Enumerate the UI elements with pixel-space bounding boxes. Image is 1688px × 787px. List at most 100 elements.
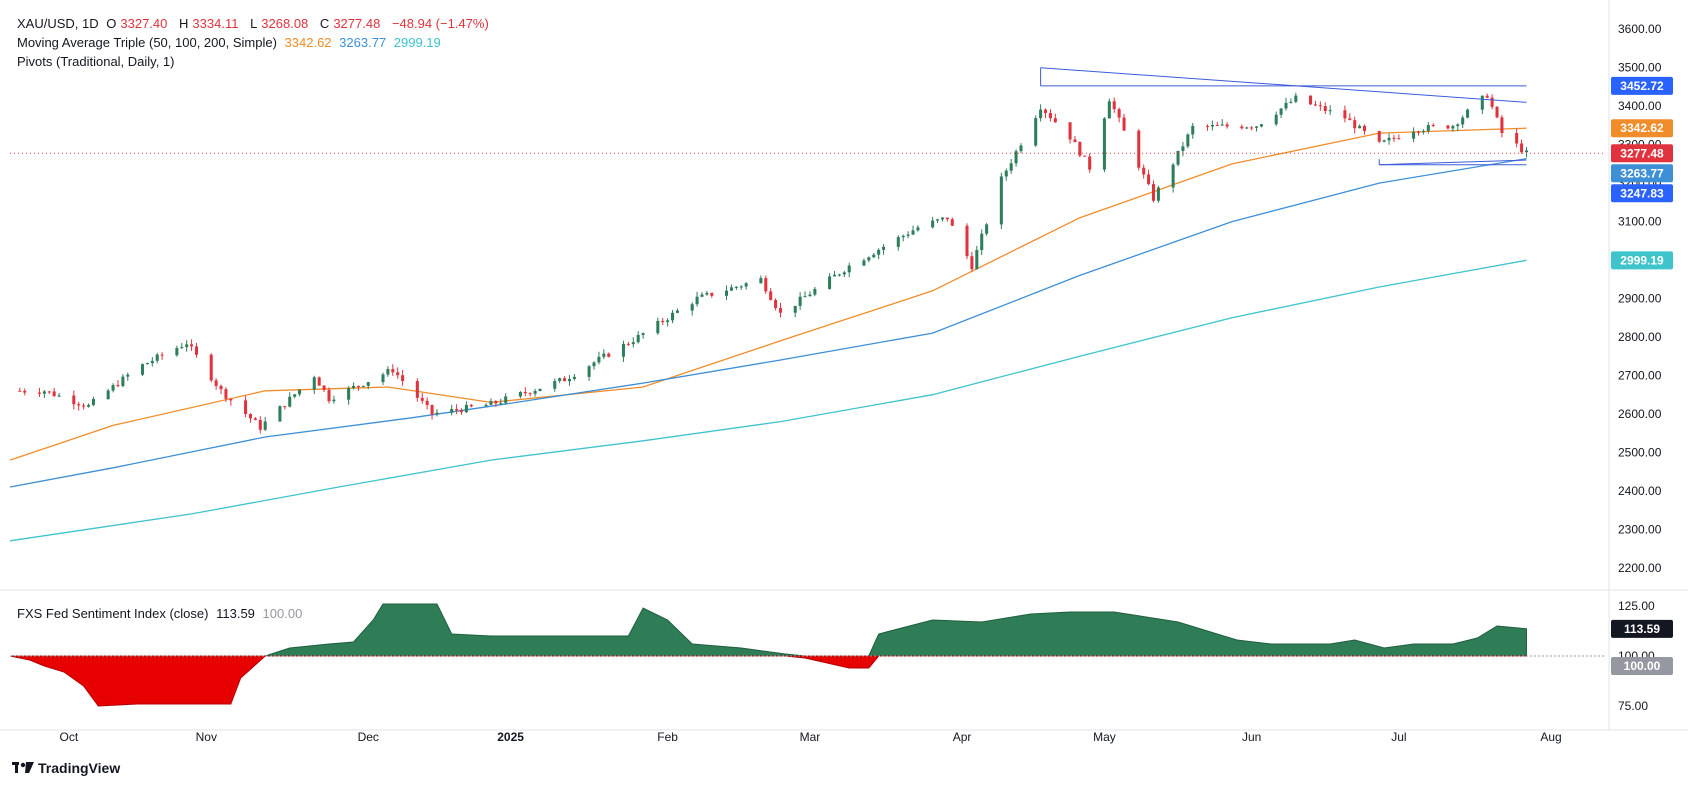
brand-label: TradingView	[38, 760, 121, 776]
candle-body	[352, 385, 356, 388]
candle-body	[1078, 142, 1082, 156]
candle-body	[1328, 110, 1332, 112]
candle-body	[744, 283, 748, 287]
ma-line-ma200	[9, 259, 1527, 542]
candle-body	[567, 379, 571, 382]
candle-body	[1520, 143, 1524, 153]
candle-body	[244, 400, 248, 414]
candle-body	[224, 389, 228, 399]
candle-body	[862, 260, 866, 266]
candle-body	[1112, 101, 1116, 110]
candle-body	[366, 382, 370, 386]
candle-body	[523, 391, 527, 394]
candle-body	[140, 364, 145, 375]
indicator-baseline-text: 100.00	[1624, 659, 1661, 673]
candle-body	[288, 396, 292, 407]
price-label-badge	[1611, 144, 1673, 163]
candle-body	[1191, 125, 1195, 135]
candle-body	[778, 308, 783, 313]
indicator-tick-label: 75.00	[1618, 699, 1648, 713]
candle-body	[1274, 114, 1278, 125]
candle-body	[1309, 95, 1313, 105]
time-tick-label: Jun	[1242, 730, 1261, 744]
tradingview-brand[interactable]: TradingView	[12, 760, 120, 776]
indicator-value-text: 113.59	[1624, 622, 1660, 636]
candle-body	[847, 265, 851, 273]
price-tick-label: 3100.00	[1618, 215, 1662, 229]
candle-body	[1313, 104, 1317, 106]
candle-body	[798, 296, 802, 306]
candle-body	[1107, 101, 1111, 119]
candle-body	[970, 256, 974, 270]
candle-body	[1451, 126, 1455, 129]
trendline	[1379, 159, 1527, 166]
candle-body	[1480, 95, 1484, 110]
candle-body	[504, 396, 508, 403]
candle-body	[459, 410, 464, 413]
candle-body	[793, 305, 797, 313]
candle-body	[572, 376, 576, 380]
price-tick-label: 2300.00	[1618, 522, 1662, 536]
candle-body	[464, 404, 468, 413]
candle-body	[710, 292, 714, 296]
candle-body	[1009, 163, 1013, 171]
candle-body	[1147, 174, 1151, 185]
candle-body	[361, 385, 365, 387]
candle-body	[533, 391, 537, 394]
candle-body	[1387, 137, 1391, 141]
candle-body	[1431, 125, 1435, 127]
candle-body	[739, 286, 743, 288]
pivots-title[interactable]: Pivots (Traditional, Daily, 1)	[17, 54, 175, 69]
candle-body	[1151, 184, 1156, 201]
candle-body	[940, 217, 944, 220]
candle-body	[759, 278, 763, 284]
indicator-title[interactable]: FXS Fed Sentiment Index (close)	[17, 606, 209, 621]
ma-title[interactable]: Moving Average Triple (50, 100, 200, Sim…	[17, 35, 277, 50]
candle-body	[1323, 106, 1327, 112]
candle-body	[77, 404, 81, 406]
candle-body	[87, 405, 91, 407]
candle-body	[916, 227, 920, 231]
candle-body	[950, 219, 954, 226]
candle-body	[219, 385, 223, 390]
candle-body	[435, 412, 439, 415]
candle-body	[1240, 126, 1244, 129]
candle-body	[332, 399, 336, 402]
low-value: L 3268.08	[250, 16, 309, 31]
candle-body	[538, 388, 542, 392]
candle-body	[1034, 118, 1038, 146]
price-label-text: 3452.72	[1620, 79, 1664, 93]
candle-body	[837, 274, 841, 276]
candle-body	[828, 276, 832, 289]
candle-body	[1156, 187, 1160, 201]
price-tick-label: 3400.00	[1618, 99, 1662, 113]
trendline	[1040, 67, 1527, 103]
candle-body	[1495, 106, 1499, 118]
price-label-badge	[1611, 119, 1673, 138]
candle-body	[832, 274, 837, 277]
candle-body	[675, 310, 679, 313]
candle-body	[1039, 109, 1043, 119]
candle-body	[185, 344, 189, 348]
indicator-tick-label: 125.00	[1618, 599, 1655, 613]
price-tick-label: 2800.00	[1618, 330, 1662, 344]
candle-body	[415, 381, 419, 398]
candle-body	[1176, 150, 1180, 165]
candle-body	[1019, 145, 1023, 152]
time-tick-label: 2025	[497, 730, 524, 744]
candle-body	[386, 369, 390, 375]
candle-body	[705, 292, 709, 295]
candle-body	[528, 393, 532, 395]
candle-body	[1210, 124, 1214, 127]
price-label-badge	[1611, 76, 1673, 95]
candle-body	[37, 392, 41, 394]
candle-body	[180, 347, 184, 349]
candle-body	[945, 217, 949, 220]
price-tick-label: 2700.00	[1618, 368, 1662, 382]
price-tick-label: 2400.00	[1618, 484, 1662, 498]
symbol-label[interactable]: XAU/USD, 1D	[17, 16, 99, 31]
candle-body	[1421, 130, 1425, 133]
candle-body	[145, 363, 149, 365]
candle-body	[1245, 127, 1249, 129]
